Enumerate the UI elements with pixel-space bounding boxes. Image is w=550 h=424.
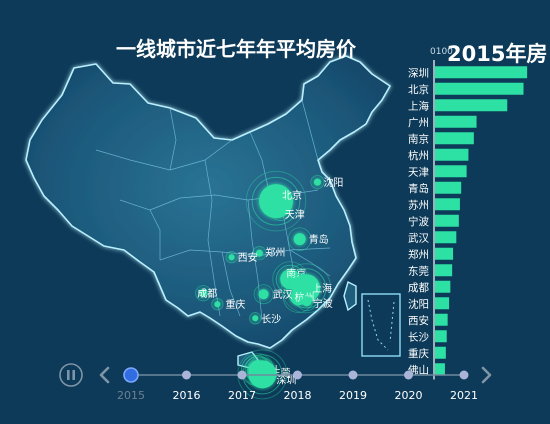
timeline-year-label: 2018 bbox=[284, 389, 312, 402]
city-label-深圳: 深圳 bbox=[276, 374, 296, 386]
bar-宁波[interactable] bbox=[435, 214, 459, 227]
bar-成都[interactable] bbox=[435, 280, 451, 293]
city-bubbles: 沈阳北京天津青岛郑州西安南京苏州上海杭州宁波武汉成都重庆长沙佛山广州东莞深圳 bbox=[195, 170, 344, 400]
play-pause-button[interactable] bbox=[59, 363, 83, 387]
city-label-青岛: 青岛 bbox=[309, 233, 329, 246]
city-label-重庆: 重庆 bbox=[225, 298, 245, 311]
bar-天津[interactable] bbox=[435, 165, 467, 178]
timeline-year-label: 2017 bbox=[228, 389, 256, 402]
bar-label-沈阳: 沈阳 bbox=[408, 297, 429, 310]
taiwan-island bbox=[343, 280, 357, 312]
city-bubble-重庆[interactable]: 重庆 bbox=[211, 298, 246, 311]
bar-label-郑州: 郑州 bbox=[408, 248, 429, 261]
city-label-西安: 西安 bbox=[238, 251, 258, 264]
bar-label-南京: 南京 bbox=[408, 132, 429, 145]
city-bubble-郑州[interactable]: 郑州 bbox=[252, 246, 286, 261]
timeline-year-2020[interactable]: 2020 bbox=[395, 370, 423, 403]
timeline-year-label: 2015 bbox=[117, 389, 145, 402]
city-label-武汉: 武汉 bbox=[273, 288, 293, 301]
timeline-year-label: 2020 bbox=[395, 389, 423, 402]
timeline-year-2016[interactable]: 2016 bbox=[173, 370, 201, 403]
bar-沈阳[interactable] bbox=[435, 297, 450, 310]
city-bubble-长沙[interactable]: 长沙 bbox=[249, 312, 282, 326]
bar-label-东莞: 东莞 bbox=[408, 264, 429, 277]
bar-南京[interactable] bbox=[435, 132, 474, 145]
city-bubble-沈阳[interactable]: 沈阳 bbox=[310, 175, 344, 190]
bar-深圳[interactable] bbox=[435, 66, 528, 79]
bar-label-佛山: 佛山 bbox=[408, 363, 429, 376]
bar-label-天津: 天津 bbox=[408, 166, 429, 178]
bar-label-重庆: 重庆 bbox=[408, 347, 429, 360]
bar-label-成都: 成都 bbox=[408, 282, 429, 294]
bar-label-苏州: 苏州 bbox=[408, 198, 429, 211]
pause-icon bbox=[67, 370, 75, 380]
timeline-year-2021[interactable]: 2021 bbox=[450, 370, 478, 403]
bar-佛山[interactable] bbox=[435, 363, 445, 376]
city-bubble-西安[interactable]: 西安 bbox=[225, 251, 258, 264]
bar-label-杭州: 杭州 bbox=[408, 149, 429, 162]
timeline-year-2019[interactable]: 2019 bbox=[339, 370, 367, 403]
timeline-year-label: 2021 bbox=[450, 389, 478, 402]
bar-label-上海: 上海 bbox=[408, 99, 429, 112]
bar-重庆[interactable] bbox=[435, 346, 446, 359]
bar-杭州[interactable] bbox=[435, 148, 469, 161]
city-bubble-宁波[interactable]: 宁波 bbox=[296, 291, 333, 312]
city-label-沈阳: 沈阳 bbox=[323, 176, 343, 189]
bar-苏州[interactable] bbox=[435, 198, 460, 211]
china-map bbox=[25, 55, 391, 369]
city-bubble-武汉[interactable]: 武汉 bbox=[253, 284, 293, 305]
bar-chart-year-title: 2015年房 bbox=[447, 42, 548, 66]
city-label-北京: 北京 bbox=[282, 189, 302, 202]
bar-label-北京: 北京 bbox=[408, 83, 429, 96]
timeline-next-chevron-icon[interactable] bbox=[481, 366, 492, 384]
page-title: 一线城市近七年年平均房价 bbox=[116, 37, 356, 61]
timeline-year-2015[interactable]: 2015 bbox=[117, 367, 145, 402]
city-bubble-成都[interactable]: 成都 bbox=[195, 285, 218, 302]
timeline-year-2018[interactable]: 2018 bbox=[284, 370, 312, 403]
city-label-郑州: 郑州 bbox=[265, 246, 285, 259]
timeline-prev-chevron-icon[interactable] bbox=[99, 366, 110, 384]
bar-武汉[interactable] bbox=[435, 231, 457, 244]
bar-上海[interactable] bbox=[435, 99, 508, 112]
bar-label-青岛: 青岛 bbox=[408, 182, 429, 195]
bar-label-长沙: 长沙 bbox=[408, 331, 429, 343]
city-bubble-天津[interactable]: 天津 bbox=[268, 197, 305, 221]
city-label-天津: 天津 bbox=[285, 209, 305, 221]
bar-东莞[interactable] bbox=[435, 264, 453, 277]
timeline-year-label: 2016 bbox=[173, 389, 201, 402]
city-label-宁波: 宁波 bbox=[313, 297, 333, 310]
south-china-sea-inset bbox=[361, 293, 401, 357]
bar-广州[interactable] bbox=[435, 115, 477, 128]
city-label-成都: 成都 bbox=[197, 288, 217, 300]
timeline-year-2017[interactable]: 2017 bbox=[228, 370, 256, 403]
bar-label-深圳: 深圳 bbox=[408, 67, 429, 79]
year-timeline[interactable]: 2015 2016 2017 2018 2019 2020 2021 bbox=[59, 363, 492, 403]
bar-长沙[interactable] bbox=[435, 330, 447, 343]
bar-label-西安: 西安 bbox=[408, 314, 429, 327]
bar-北京[interactable] bbox=[435, 82, 524, 95]
china-mainland-shape bbox=[25, 55, 391, 349]
bar-label-武汉: 武汉 bbox=[408, 231, 429, 244]
bar-axis-top-label: 0100 bbox=[430, 47, 453, 57]
bar-label-广州: 广州 bbox=[408, 117, 429, 129]
bar-青岛[interactable] bbox=[435, 181, 462, 194]
city-label-长沙: 长沙 bbox=[261, 313, 281, 325]
bar-label-宁波: 宁波 bbox=[408, 215, 429, 228]
bar-郑州[interactable] bbox=[435, 247, 454, 260]
bar-西安[interactable] bbox=[435, 313, 448, 326]
city-bubble-青岛[interactable]: 青岛 bbox=[287, 227, 329, 251]
timeline-year-label: 2019 bbox=[339, 389, 367, 402]
city-label-上海: 上海 bbox=[312, 282, 332, 295]
